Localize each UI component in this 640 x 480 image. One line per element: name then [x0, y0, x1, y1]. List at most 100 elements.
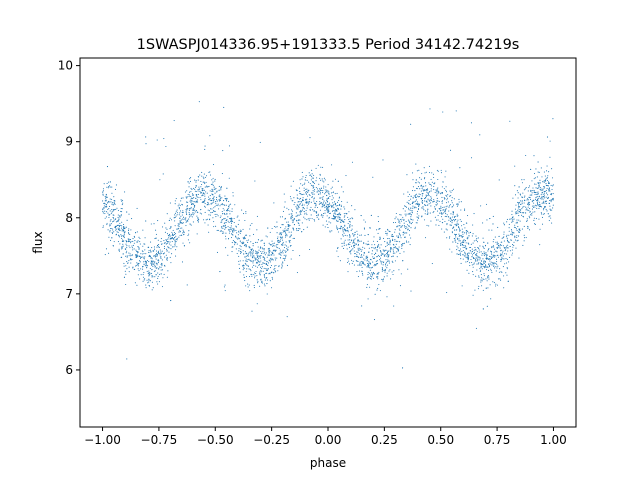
data-point [534, 206, 536, 208]
data-point [299, 210, 302, 212]
data-point [136, 284, 138, 286]
data-point [542, 198, 544, 200]
data-point [480, 251, 482, 253]
data-point [512, 197, 514, 199]
data-point [225, 247, 227, 249]
data-point [162, 253, 164, 255]
data-point [308, 219, 310, 221]
data-point [290, 185, 292, 187]
data-point [387, 229, 389, 231]
data-point [389, 239, 391, 241]
data-point [255, 265, 257, 267]
data-point [213, 188, 215, 190]
data-point [548, 187, 551, 189]
data-point [419, 177, 421, 179]
data-point [260, 246, 262, 248]
data-point [394, 229, 396, 231]
data-point [278, 266, 280, 268]
data-point [303, 204, 305, 206]
data-point [491, 262, 493, 264]
data-point [320, 215, 322, 217]
data-point [123, 265, 125, 267]
data-point [242, 260, 244, 262]
data-point [342, 191, 344, 193]
data-point [310, 201, 312, 203]
data-point [342, 229, 344, 231]
data-point [366, 286, 368, 289]
data-point [173, 246, 175, 248]
data-point [205, 175, 208, 177]
data-point [281, 265, 283, 267]
data-point [505, 245, 508, 247]
data-point [514, 224, 516, 226]
data-point [171, 253, 173, 255]
data-point [196, 233, 198, 235]
data-point [552, 207, 554, 209]
data-point [212, 184, 214, 186]
data-point [533, 205, 535, 207]
data-point [407, 191, 409, 193]
data-point [301, 203, 304, 205]
data-point [134, 236, 136, 238]
data-point [334, 212, 336, 214]
data-point [331, 199, 333, 201]
data-point [475, 275, 477, 277]
data-point [463, 245, 465, 247]
data-point [349, 241, 351, 244]
data-point [117, 227, 119, 229]
data-point [121, 221, 123, 223]
data-point [199, 191, 202, 193]
data-point [114, 226, 116, 228]
data-point [349, 221, 351, 223]
data-point [263, 274, 265, 276]
data-point [164, 256, 166, 258]
data-point [326, 204, 328, 206]
data-point [224, 217, 226, 219]
data-point [263, 244, 265, 246]
data-point [480, 279, 482, 281]
data-point [170, 299, 172, 302]
data-point [350, 250, 352, 252]
data-point [296, 189, 298, 191]
data-point [256, 259, 258, 261]
data-point [216, 190, 218, 192]
data-point [539, 203, 541, 205]
data-point [188, 191, 191, 193]
data-point [544, 200, 547, 202]
data-point [202, 192, 204, 194]
data-point [239, 245, 241, 247]
data-point [332, 205, 334, 207]
data-point [369, 277, 371, 280]
data-point [457, 203, 459, 205]
data-point [174, 203, 176, 205]
data-point [536, 193, 538, 195]
data-point [197, 218, 199, 220]
data-point [307, 190, 309, 192]
data-point [297, 201, 299, 203]
data-point [157, 245, 159, 247]
data-point [458, 238, 460, 240]
data-point [256, 266, 259, 268]
data-point [137, 264, 139, 266]
data-point [231, 251, 233, 253]
data-point [451, 190, 453, 192]
data-point [415, 182, 417, 184]
data-point [236, 243, 238, 245]
data-point [492, 223, 494, 225]
data-point [376, 229, 378, 231]
data-point [158, 268, 160, 270]
data-point [210, 208, 212, 210]
data-point [459, 250, 461, 252]
data-point [160, 252, 162, 254]
data-point [432, 201, 434, 203]
data-point [263, 275, 265, 277]
data-point [437, 219, 439, 221]
data-point [501, 257, 503, 259]
data-point [257, 280, 259, 282]
data-point [395, 212, 397, 215]
data-point [145, 220, 147, 222]
data-point [539, 228, 541, 230]
data-point [266, 272, 268, 274]
data-point [345, 229, 347, 232]
data-point [182, 210, 184, 212]
